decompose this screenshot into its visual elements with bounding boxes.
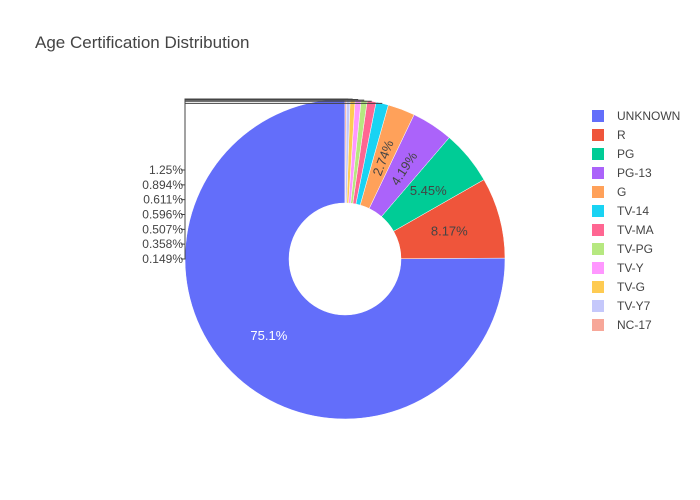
legend-swatch <box>592 185 604 198</box>
legend-label: TV-MA <box>617 222 654 237</box>
legend-swatch <box>592 109 604 122</box>
slice-label-tv-y: 0.596% <box>142 208 183 222</box>
legend-item-tv-pg[interactable]: TV-PG <box>592 239 680 258</box>
legend-swatch <box>592 128 604 141</box>
legend-swatch <box>592 223 604 236</box>
slice-label-tv-pg: 0.611% <box>143 193 183 207</box>
legend-label: G <box>617 184 627 199</box>
legend-item-pg[interactable]: PG <box>592 144 680 163</box>
legend-label: PG-13 <box>617 165 652 180</box>
slice-label-tv-y7: 0.358% <box>142 237 183 251</box>
legend-label: R <box>617 127 626 142</box>
legend-item-tv-y[interactable]: TV-Y <box>592 258 680 277</box>
legend-swatch <box>592 318 604 331</box>
legend-item-tv-g[interactable]: TV-G <box>592 277 680 296</box>
legend-label: TV-PG <box>617 241 654 256</box>
legend-swatch <box>592 166 604 179</box>
legend-item-r[interactable]: R <box>592 125 680 144</box>
slice-label-pg: 5.45% <box>410 183 447 198</box>
legend-swatch <box>592 147 604 160</box>
legend-item-tv-ma[interactable]: TV-MA <box>592 220 680 239</box>
legend-label: PG <box>617 146 635 161</box>
slice-label-tv-g: 0.507% <box>142 222 183 236</box>
legend-item-nc-17[interactable]: NC-17 <box>592 315 680 334</box>
legend-label: TV-14 <box>617 203 650 218</box>
connector-nc-17 <box>181 98 346 260</box>
slice-label-tv-ma: 0.894% <box>142 178 183 192</box>
slice-label-r: 8.17% <box>431 224 468 239</box>
legend-item-g[interactable]: G <box>592 182 680 201</box>
slice-label-nc-17: 0.149% <box>142 252 183 266</box>
slice-label-tv-14: 1.25% <box>149 163 183 177</box>
legend-label: TV-Y <box>617 260 644 275</box>
slice-unknown[interactable] <box>184 98 506 420</box>
legend-label: TV-G <box>617 279 646 294</box>
legend-swatch <box>592 280 604 293</box>
legend-swatch <box>592 204 604 217</box>
chart-title: Age Certification Distribution <box>35 33 250 52</box>
legend-item-pg-13[interactable]: PG-13 <box>592 163 680 182</box>
legend-label: UNKNOWN <box>617 108 681 123</box>
legend-item-tv-14[interactable]: TV-14 <box>592 201 680 220</box>
slice-label-unknown: 75.1% <box>250 328 287 343</box>
legend: UNKNOWN R PG PG-13 G TV-14 TV-MA TV-PG TV-Y TV-G T… <box>592 106 680 334</box>
legend-swatch <box>592 299 604 312</box>
legend-swatch <box>592 261 604 274</box>
legend-label: TV-Y7 <box>617 298 651 313</box>
legend-item-unknown[interactable]: UNKNOWN <box>592 106 680 125</box>
legend-label: NC-17 <box>617 317 652 332</box>
legend-swatch <box>592 242 604 255</box>
legend-item-tv-y7[interactable]: TV-Y7 <box>592 296 680 315</box>
